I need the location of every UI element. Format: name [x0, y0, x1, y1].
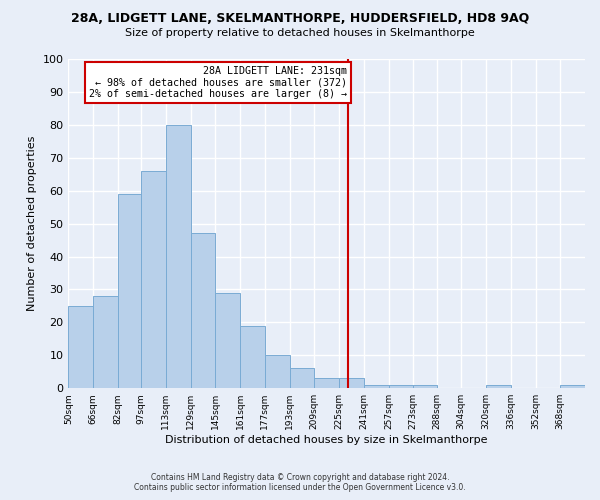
Bar: [314, 378, 339, 388]
Bar: [290, 368, 314, 388]
X-axis label: Distribution of detached houses by size in Skelmanthorpe: Distribution of detached houses by size …: [166, 435, 488, 445]
Bar: [364, 385, 389, 388]
Bar: [118, 194, 141, 388]
Bar: [240, 326, 265, 388]
Text: Contains HM Land Registry data © Crown copyright and database right 2024.
Contai: Contains HM Land Registry data © Crown c…: [134, 473, 466, 492]
Text: 28A LIDGETT LANE: 231sqm
← 98% of detached houses are smaller (372)
2% of semi-d: 28A LIDGETT LANE: 231sqm ← 98% of detach…: [89, 66, 347, 99]
Bar: [166, 125, 191, 388]
Bar: [93, 296, 118, 388]
Bar: [560, 385, 585, 388]
Text: 28A, LIDGETT LANE, SKELMANTHORPE, HUDDERSFIELD, HD8 9AQ: 28A, LIDGETT LANE, SKELMANTHORPE, HUDDER…: [71, 12, 529, 26]
Text: Size of property relative to detached houses in Skelmanthorpe: Size of property relative to detached ho…: [125, 28, 475, 38]
Bar: [413, 385, 437, 388]
Bar: [191, 234, 215, 388]
Bar: [68, 306, 93, 388]
Bar: [389, 385, 413, 388]
Y-axis label: Number of detached properties: Number of detached properties: [27, 136, 37, 312]
Bar: [486, 385, 511, 388]
Bar: [265, 356, 290, 388]
Bar: [141, 171, 166, 388]
Bar: [215, 292, 240, 388]
Bar: [339, 378, 364, 388]
